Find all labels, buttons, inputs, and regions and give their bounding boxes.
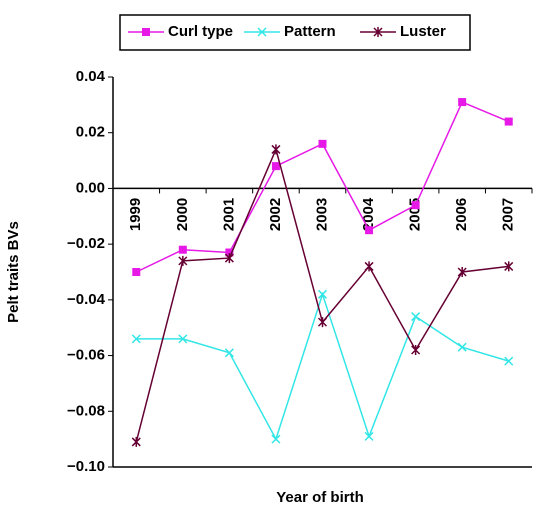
legend-label: Curl type bbox=[168, 23, 233, 40]
point bbox=[131, 334, 141, 344]
point bbox=[364, 261, 374, 272]
point bbox=[132, 268, 141, 276]
y-tick-label: −0.06 bbox=[67, 347, 105, 364]
x-tick-label: 2004 bbox=[360, 197, 377, 231]
x-tick-label: 2002 bbox=[267, 198, 284, 231]
y-tick-label: −0.02 bbox=[67, 235, 105, 252]
point bbox=[271, 162, 280, 171]
x-tick-label: 2006 bbox=[453, 198, 470, 231]
y-tick-label: 0.04 bbox=[76, 68, 106, 85]
point bbox=[317, 317, 328, 328]
point bbox=[178, 245, 187, 254]
point bbox=[457, 342, 467, 352]
point bbox=[504, 356, 514, 366]
y-tick-label: −0.10 bbox=[67, 458, 105, 475]
y-tick-label: 0.02 bbox=[76, 124, 105, 141]
point bbox=[224, 348, 234, 358]
x-tick-label: 2007 bbox=[500, 198, 517, 231]
point bbox=[225, 248, 234, 257]
point bbox=[271, 144, 281, 155]
y-tick-label: −0.04 bbox=[67, 291, 106, 308]
point bbox=[131, 436, 141, 447]
point bbox=[178, 255, 188, 266]
point bbox=[364, 431, 374, 441]
point bbox=[504, 261, 514, 272]
point bbox=[271, 434, 281, 444]
point bbox=[224, 253, 234, 264]
x-tick-label: 2003 bbox=[313, 198, 330, 231]
x-tick-label: 2000 bbox=[174, 198, 191, 231]
series-line bbox=[136, 291, 509, 442]
point bbox=[317, 289, 328, 299]
legend-marker bbox=[373, 27, 383, 37]
legend-box bbox=[119, 14, 471, 51]
point bbox=[365, 226, 374, 235]
point bbox=[457, 267, 467, 277]
legend-label: Luster bbox=[400, 23, 446, 40]
point bbox=[411, 201, 420, 210]
legend-marker bbox=[142, 28, 150, 36]
point bbox=[318, 139, 327, 148]
point bbox=[178, 334, 188, 344]
series-line bbox=[135, 101, 510, 273]
x-tick-label: 1999 bbox=[127, 198, 144, 231]
x-axis-title: Year of birth bbox=[276, 489, 364, 506]
point bbox=[411, 345, 421, 355]
point bbox=[411, 312, 421, 322]
legend-marker bbox=[257, 27, 267, 37]
point bbox=[458, 98, 467, 107]
y-tick-label: 0.00 bbox=[76, 179, 105, 196]
y-tick-label: −0.08 bbox=[67, 402, 105, 419]
y-axis-title: Pelt traits BVs bbox=[5, 221, 22, 323]
point bbox=[504, 117, 513, 126]
x-tick-label: 2001 bbox=[220, 198, 237, 231]
legend-label: Pattern bbox=[284, 23, 336, 40]
